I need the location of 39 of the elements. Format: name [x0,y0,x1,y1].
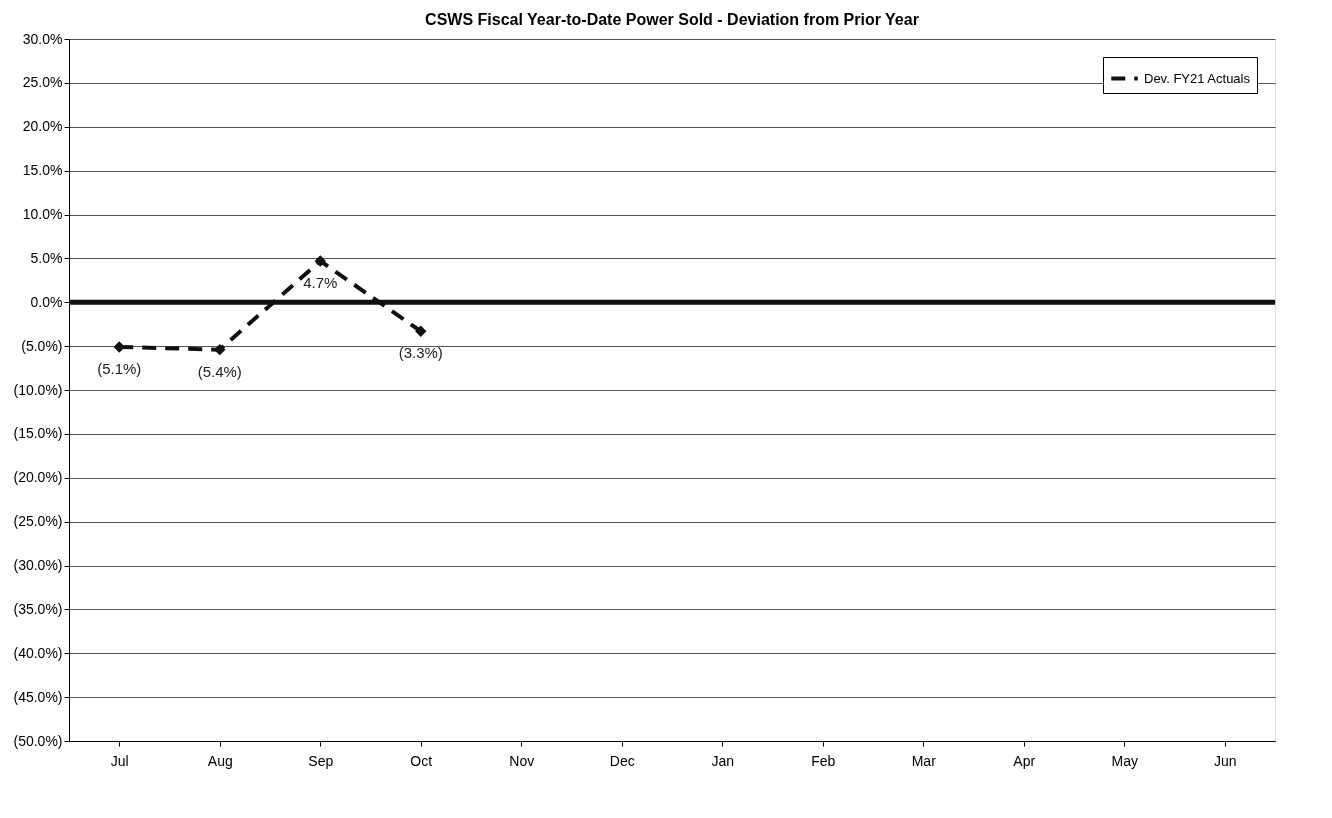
x-tick-label: Feb [811,752,836,769]
y-tick-label: 25.0% [22,74,63,91]
y-tick-label: 10.0% [22,206,63,222]
x-tick-label: Nov [509,752,535,769]
x-tick-label: Aug [207,752,233,769]
y-tick-label: (10.0%) [13,381,63,398]
x-tick-label: Sep [308,752,334,769]
x-tick-label: Apr [1013,752,1036,769]
point [113,341,125,353]
chart-title: CSWS Fiscal Year-to-Date Power Sold - Deviation from Prior Year [425,11,919,28]
y-tick-label: (15.0%) [13,425,63,442]
y-tick-label: (20.0%) [13,469,63,486]
data-label: 4.7% [303,274,338,292]
y-tick-label: 20.0% [22,118,63,135]
y-tick-label: (45.0%) [13,688,63,705]
y-tick-label: (30.0%) [13,557,63,573]
point [415,325,427,337]
y-tick-label: (5.0%) [21,337,63,354]
x-tick-label: Jun [1213,752,1237,769]
y-tick-label: (40.0%) [13,644,63,661]
x-tick-label: May [1111,752,1138,769]
y-tick-label: 5.0% [30,249,63,266]
x-tick-label: Jan [711,752,735,769]
point [214,343,226,356]
data-label: (3.3%) [398,344,443,362]
x-tick-label: Oct [410,752,433,769]
y-tick-label: (25.0%) [13,513,63,530]
data-label: (5.1%) [97,360,142,377]
x-tick-label: Dec [609,752,635,769]
y-tick-label: 30.0% [22,30,63,47]
x-tick-label: Jul [110,752,129,769]
y-tick-label: 15.0% [22,162,63,179]
legend-label: Dev. FY21 Actuals [1144,70,1251,86]
y-tick-label: (50.0%) [13,732,63,749]
point [314,255,326,267]
y-tick-label: (35.0%) [13,600,63,617]
x-tick-label: Mar [911,752,937,769]
y-tick-label: 0.0% [30,293,63,310]
data-label: (5.4%) [197,362,242,380]
